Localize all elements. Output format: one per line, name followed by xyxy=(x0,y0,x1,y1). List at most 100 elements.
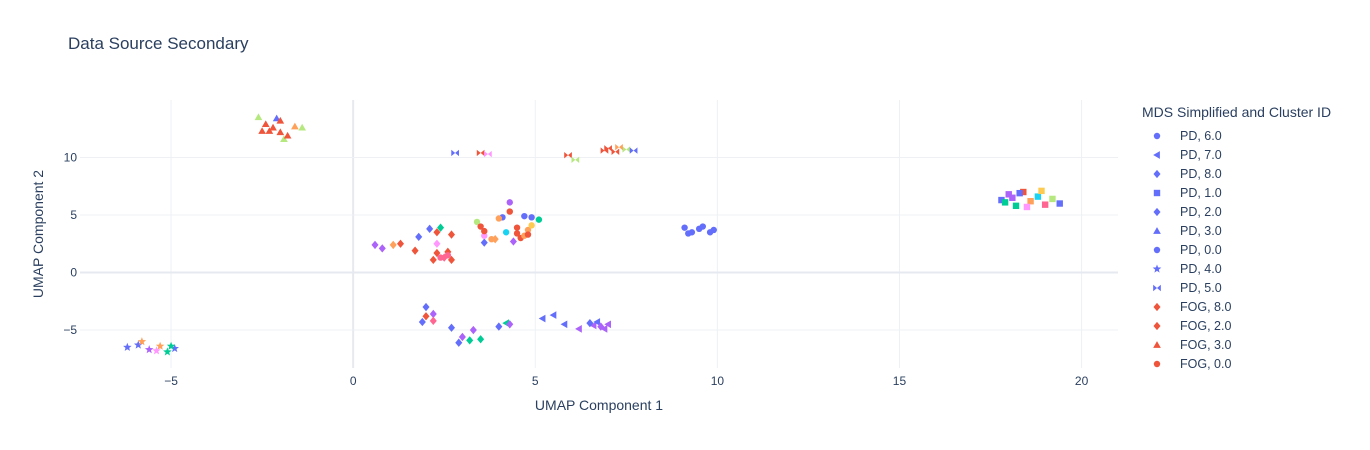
scatter-point[interactable] xyxy=(258,127,266,134)
scatter-point[interactable] xyxy=(524,231,532,238)
scatter-point[interactable] xyxy=(506,199,513,206)
scatter-point[interactable] xyxy=(1020,188,1027,196)
series-pd-4-0[interactable] xyxy=(123,337,179,356)
legend-item[interactable]: PD, 5.0 xyxy=(1142,278,1331,297)
scatter-point[interactable] xyxy=(611,148,620,155)
scatter-point[interactable] xyxy=(564,152,572,159)
legend-item[interactable]: PD, 2.0 xyxy=(1142,202,1331,221)
scatter-point[interactable] xyxy=(170,344,179,353)
scatter-point[interactable] xyxy=(280,135,288,142)
legend-item[interactable]: PD, 3.0 xyxy=(1142,221,1331,240)
scatter-point[interactable] xyxy=(378,244,386,253)
scatter-point[interactable] xyxy=(455,338,463,347)
scatter-point[interactable] xyxy=(506,320,514,329)
series-pd-3-0[interactable] xyxy=(254,113,307,142)
scatter-point[interactable] xyxy=(685,230,692,237)
scatter-point[interactable] xyxy=(481,232,488,239)
scatter-point[interactable] xyxy=(429,316,437,326)
scatter-point[interactable] xyxy=(502,229,510,236)
scatter-point[interactable] xyxy=(681,224,688,231)
scatter-point[interactable] xyxy=(396,239,405,248)
scatter-point[interactable] xyxy=(444,252,452,259)
scatter-point[interactable] xyxy=(549,311,557,319)
series-fog-3-0[interactable] xyxy=(258,120,292,139)
scatter-point[interactable] xyxy=(495,215,503,222)
legend-item[interactable]: PD, 7.0 xyxy=(1142,145,1331,164)
legend-item[interactable]: PD, 6.0 xyxy=(1142,126,1331,145)
scatter-point[interactable] xyxy=(604,320,611,329)
scatter-point[interactable] xyxy=(451,149,459,157)
scatter-point[interactable] xyxy=(484,150,492,158)
scatter-point[interactable] xyxy=(163,347,172,356)
series-pd-5-0[interactable] xyxy=(451,143,638,164)
scatter-point[interactable] xyxy=(604,145,612,152)
scatter-point[interactable] xyxy=(589,321,597,330)
scatter-point[interactable] xyxy=(426,224,434,233)
scatter-point[interactable] xyxy=(1023,203,1031,211)
scatter-point[interactable] xyxy=(152,346,161,355)
scatter-point[interactable] xyxy=(1009,194,1016,201)
scatter-point[interactable] xyxy=(538,314,546,323)
legend-item[interactable]: PD, 8.0 xyxy=(1142,164,1331,183)
legend-item[interactable]: FOG, 3.0 xyxy=(1142,335,1331,354)
scatter-point[interactable] xyxy=(1027,198,1034,205)
scatter-point[interactable] xyxy=(422,302,430,312)
scatter-point[interactable] xyxy=(1041,201,1049,208)
scatter-point[interactable] xyxy=(481,227,488,235)
scatter-point[interactable] xyxy=(389,240,397,250)
scatter-point[interactable] xyxy=(571,156,580,164)
scatter-point[interactable] xyxy=(155,341,165,350)
scatter-point[interactable] xyxy=(560,320,568,329)
scatter-point[interactable] xyxy=(447,230,456,239)
data-points[interactable] xyxy=(123,113,1063,356)
scatter-point[interactable] xyxy=(458,332,466,342)
series-fog-0-0[interactable] xyxy=(437,208,532,261)
scatter-point[interactable] xyxy=(137,337,147,346)
scatter-point[interactable] xyxy=(622,146,631,153)
scatter-point[interactable] xyxy=(615,143,623,151)
scatter-point[interactable] xyxy=(415,232,423,242)
legend-item[interactable]: FOG, 0.0 xyxy=(1142,354,1331,373)
scatter-point[interactable] xyxy=(699,223,706,230)
scatter-point[interactable] xyxy=(473,218,481,226)
scatter-point[interactable] xyxy=(144,345,154,354)
scatter-point[interactable] xyxy=(276,128,285,136)
scatter-point[interactable] xyxy=(433,239,441,248)
series-pd-2-0[interactable] xyxy=(371,223,517,327)
scatter-point[interactable] xyxy=(1056,200,1063,207)
scatter-point[interactable] xyxy=(513,224,521,231)
legend-item[interactable]: FOG, 2.0 xyxy=(1142,316,1331,335)
scatter-point[interactable] xyxy=(269,123,277,131)
series-pd-1-0[interactable] xyxy=(998,187,1063,211)
scatter-point[interactable] xyxy=(283,131,292,139)
scatter-point[interactable] xyxy=(291,122,299,130)
scatter-point[interactable] xyxy=(477,335,485,344)
scatter-point[interactable] xyxy=(528,222,535,229)
scatter-point[interactable] xyxy=(1049,195,1056,203)
series-pd-6-0[interactable] xyxy=(521,212,717,237)
scatter-point[interactable] xyxy=(437,254,444,261)
scatter-point[interactable] xyxy=(298,123,307,131)
legend-item[interactable]: PD, 1.0 xyxy=(1142,183,1331,202)
scatter-point[interactable] xyxy=(411,246,419,255)
scatter-point[interactable] xyxy=(600,325,608,333)
scatter-point[interactable] xyxy=(535,216,543,223)
series-pd-7-0[interactable] xyxy=(502,311,611,333)
scatter-point[interactable] xyxy=(276,116,285,124)
scatter-point[interactable] xyxy=(429,255,437,265)
legend-item[interactable]: FOG, 8.0 xyxy=(1142,297,1331,316)
scatter-point[interactable] xyxy=(710,226,717,234)
scatter-point[interactable] xyxy=(477,223,484,230)
scatter-point[interactable] xyxy=(597,322,605,331)
scatter-point[interactable] xyxy=(998,196,1005,204)
scatter-point[interactable] xyxy=(134,340,143,349)
scatter-point[interactable] xyxy=(495,322,503,331)
scatter-point[interactable] xyxy=(1016,189,1023,197)
scatter-point[interactable] xyxy=(261,120,270,128)
scatter-point[interactable] xyxy=(575,325,582,333)
scatter-point[interactable] xyxy=(272,114,281,122)
scatter-point[interactable] xyxy=(123,342,132,351)
legend-item[interactable]: PD, 0.0 xyxy=(1142,240,1331,259)
scatter-point[interactable] xyxy=(1038,187,1045,195)
